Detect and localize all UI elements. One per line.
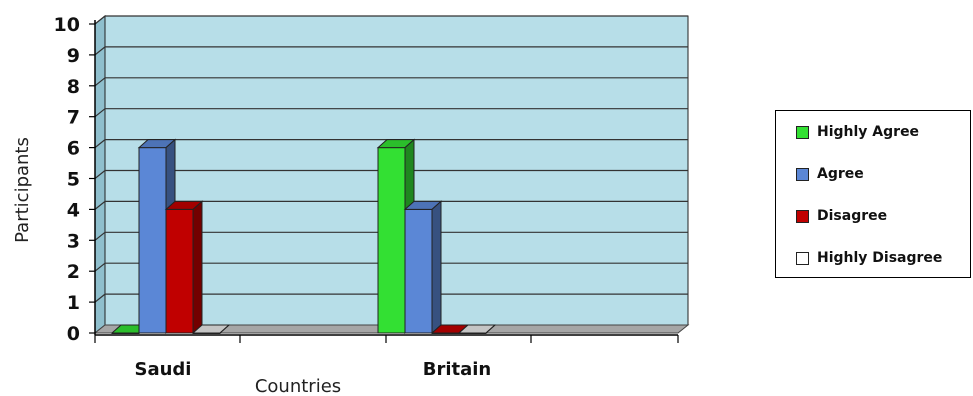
legend-label: Disagree [817, 208, 888, 224]
legend-item-disagree: Disagree [796, 206, 887, 226]
y-tick-label: 4 [67, 199, 80, 221]
y-tick-label: 0 [67, 323, 80, 345]
gridline [94, 108, 688, 118]
gridline [94, 293, 688, 303]
gridline [94, 200, 688, 210]
legend: Highly Agree Agree Disagree Highly Disag… [775, 110, 971, 278]
bars [110, 138, 497, 335]
y-tick-label: 6 [67, 138, 80, 160]
gridline [94, 169, 688, 179]
y-tick-label: 2 [67, 261, 80, 283]
bar-saudi-agree [137, 138, 177, 335]
y-tick-label: 5 [67, 169, 80, 191]
legend-item-highly-agree: Highly Agree [796, 122, 919, 142]
y-tick-label: 3 [67, 230, 80, 252]
legend-swatch [796, 251, 809, 265]
y-axis-title: Participants [12, 137, 33, 243]
x-category-label: Saudi [135, 359, 192, 380]
y-tick-label: 7 [67, 107, 80, 129]
bar-saudi-highly-disagree [191, 324, 231, 334]
axes [89, 20, 679, 343]
x-category-labels: Saudi Britain [135, 359, 492, 380]
gridline [94, 262, 688, 272]
bar-britain-highly-disagree [457, 324, 497, 334]
gridline [94, 77, 688, 87]
y-tick-label: 8 [67, 76, 80, 98]
gridline [94, 231, 688, 241]
x-axis-title: Countries [255, 376, 341, 396]
y-tick-labels: 0 1 2 3 4 5 6 7 8 9 10 [54, 14, 80, 345]
legend-label: Highly Agree [817, 124, 920, 140]
legend-swatch [796, 125, 809, 139]
bar-britain-agree [403, 200, 443, 335]
x-category-label: Britain [423, 359, 492, 380]
bar-saudi-disagree [164, 200, 204, 335]
y-tick-label: 10 [54, 14, 80, 36]
gridline [94, 46, 688, 56]
legend-item-highly-disagree: Highly Disagree [796, 248, 942, 268]
legend-item-agree: Agree [796, 164, 864, 184]
y-tick-label: 1 [67, 292, 80, 314]
legend-label: Highly Disagree [817, 250, 943, 266]
gridline [94, 139, 688, 149]
gridlines [94, 15, 688, 303]
y-tick-label: 9 [67, 45, 80, 67]
legend-label: Agree [817, 166, 864, 182]
gridline [94, 15, 688, 25]
legend-swatch [796, 209, 809, 223]
legend-swatch [796, 167, 809, 181]
